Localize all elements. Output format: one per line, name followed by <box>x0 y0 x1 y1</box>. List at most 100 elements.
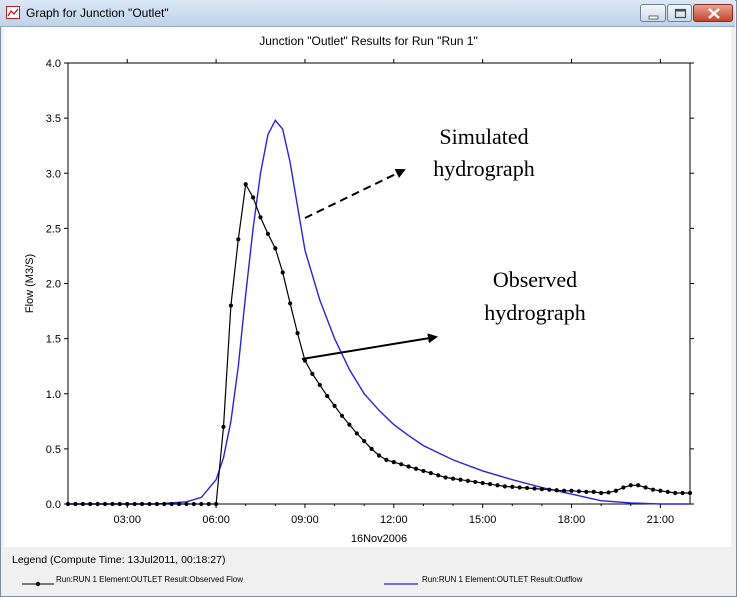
chart-title: Junction "Outlet" Results for Run "Run 1… <box>259 34 478 48</box>
observed-flow-point <box>376 453 382 458</box>
x-tick-label: 18:00 <box>558 514 586 526</box>
observed-flow-point <box>539 487 545 492</box>
observed-flow-point <box>665 489 670 494</box>
graph-app-icon <box>6 6 20 19</box>
observed-flow-point <box>628 483 633 488</box>
minimize-button[interactable] <box>640 4 666 22</box>
observed-flow-point <box>673 490 678 496</box>
observed-flow-point <box>243 182 248 187</box>
window-title: Graph for Junction "Outlet" <box>26 6 169 20</box>
observed-flow-point <box>228 303 234 308</box>
observed-flow-point <box>236 237 241 242</box>
observed-flow-point <box>132 501 137 507</box>
title-bar[interactable]: Graph for Junction "Outlet" <box>0 0 735 27</box>
x-tick-label: 03:00 <box>113 514 141 526</box>
observed-flow-point <box>258 215 263 220</box>
observed-flow-point <box>487 482 493 487</box>
observed-flow-point <box>524 485 530 491</box>
observed-flow-point <box>458 477 463 482</box>
y-tick-label: 3.5 <box>46 113 61 125</box>
observed-flow-point <box>421 468 426 474</box>
observed-flow-point <box>473 479 478 485</box>
observed-flow-point <box>569 488 574 493</box>
legend-observed-swatch <box>22 581 54 587</box>
observed-flow-point <box>436 473 441 478</box>
legend-title: Legend (Compute Time: 13Jul2011, 00:18:2… <box>12 554 226 566</box>
observed-flow-point <box>325 393 330 399</box>
observed-flow-point <box>147 501 152 507</box>
observed-flow-point <box>510 484 515 490</box>
observed-flow-point <box>406 464 411 469</box>
observed-arrow <box>301 333 438 360</box>
observed-flow-point <box>295 331 300 336</box>
minimize-icon <box>648 15 659 20</box>
observed-flow-point <box>117 501 122 507</box>
observed-flow-point <box>213 501 219 507</box>
observed-flow-point <box>199 501 204 507</box>
y-tick-label: 0.0 <box>46 499 61 511</box>
observed-flow-point <box>169 501 174 507</box>
simulated-arrow <box>304 168 406 219</box>
observed-flow-point <box>547 487 552 492</box>
observed-flow-point <box>339 413 345 418</box>
observed-flow-point <box>125 501 130 507</box>
observed-flow-point <box>680 490 685 496</box>
observed-flow-point <box>584 489 589 494</box>
observed-flow-point <box>576 489 582 494</box>
x-tick-label: 09:00 <box>291 514 319 526</box>
legend-panel <box>4 548 731 595</box>
close-button[interactable] <box>693 4 733 22</box>
observed-flow-point <box>139 501 145 507</box>
maximize-button[interactable] <box>667 4 692 22</box>
observed-flow-point <box>554 488 559 493</box>
y-tick-label: 1.0 <box>46 389 61 401</box>
observed-flow-point <box>643 485 648 490</box>
observed-flow-point <box>273 246 278 251</box>
observed-flow-point <box>251 195 256 200</box>
observed-flow-point <box>162 501 167 507</box>
observed-flow-point <box>265 231 271 236</box>
observed-flow-point <box>221 424 226 429</box>
x-tick-label: 12:00 <box>380 514 408 526</box>
y-axis-label: Flow (M3/S) <box>24 254 36 313</box>
observed-flow-point <box>428 471 433 476</box>
close-icon <box>708 8 720 19</box>
observed-annotation-line2: hydrograph <box>484 300 585 325</box>
observed-flow-point <box>650 487 656 492</box>
observed-flow-point <box>369 446 374 451</box>
observed-flow-point <box>310 371 315 377</box>
observed-flow-point <box>280 270 285 275</box>
maximize-icon <box>674 8 687 19</box>
observed-flow-point <box>184 501 189 507</box>
observed-flow-point <box>176 501 182 507</box>
observed-flow-point <box>606 490 611 495</box>
observed-flow-point <box>65 501 71 507</box>
outflow-line <box>68 119 690 505</box>
observed-flow-point <box>102 501 108 507</box>
observed-flow-point <box>332 403 337 408</box>
observed-flow-point <box>591 489 596 494</box>
observed-flow-point <box>354 431 359 436</box>
y-tick-label: 4.0 <box>46 58 61 70</box>
observed-flow-point <box>95 501 100 507</box>
observed-flow-point <box>599 490 604 496</box>
observed-flow-point <box>391 460 396 465</box>
observed-flow-point <box>502 484 507 489</box>
observed-flow-point <box>443 475 448 480</box>
observed-flow-point <box>73 501 78 507</box>
observed-flow-point <box>110 501 115 507</box>
observed-flow-point <box>80 501 85 507</box>
observed-annotation-line1: Observed <box>493 267 577 292</box>
y-tick-label: 2.5 <box>46 223 61 235</box>
y-tick-label: 0.5 <box>46 444 61 456</box>
observed-flow-point <box>480 480 485 486</box>
simulated-annotation-line2: hydrograph <box>433 156 534 181</box>
observed-flow-point <box>413 466 419 471</box>
observed-flow-point <box>687 490 693 496</box>
plot-area <box>67 62 691 505</box>
y-tick-label: 3.0 <box>46 168 61 180</box>
observed-flow-point <box>288 301 293 306</box>
observed-flow-point <box>399 462 404 467</box>
observed-flow-point <box>621 485 626 490</box>
observed-flow-point <box>206 501 211 507</box>
